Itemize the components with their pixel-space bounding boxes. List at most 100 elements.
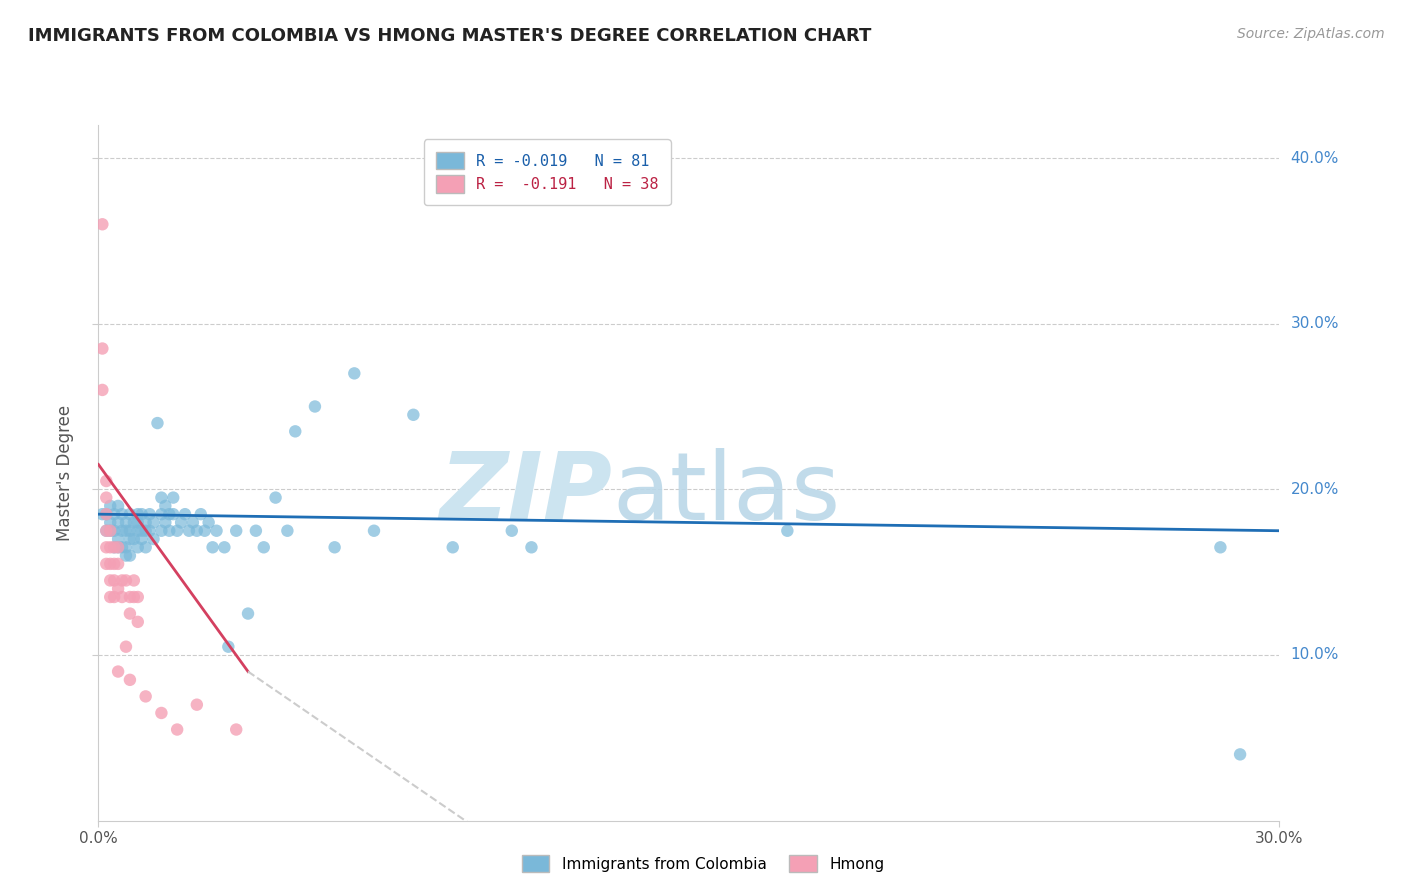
Point: [131, 524, 153, 538]
Point: [103, 574, 125, 588]
Point: [205, 524, 228, 538]
Point: [1209, 541, 1232, 555]
Point: [98, 524, 121, 538]
Point: [98, 499, 121, 513]
Point: [225, 524, 247, 538]
Point: [150, 706, 173, 720]
Point: [225, 723, 247, 737]
Point: [122, 590, 145, 604]
Point: [96, 524, 118, 538]
Point: [166, 524, 188, 538]
Point: [127, 615, 149, 629]
Point: [111, 541, 134, 555]
Point: [155, 499, 177, 513]
Point: [118, 532, 141, 546]
Text: 30.0%: 30.0%: [1291, 316, 1339, 331]
Point: [122, 532, 145, 546]
Point: [118, 549, 141, 563]
Point: [162, 491, 184, 505]
Point: [96, 541, 118, 555]
Point: [201, 541, 224, 555]
Point: [402, 408, 425, 422]
Point: [170, 516, 193, 530]
Point: [194, 524, 217, 538]
Point: [217, 640, 239, 654]
Point: [323, 541, 346, 555]
Point: [111, 574, 134, 588]
Text: 20.0%: 20.0%: [1291, 482, 1339, 497]
Point: [107, 499, 129, 513]
Point: [162, 507, 184, 521]
Point: [98, 524, 121, 538]
Point: [103, 524, 125, 538]
Point: [103, 541, 125, 555]
Text: ZIP: ZIP: [439, 448, 612, 540]
Point: [127, 516, 149, 530]
Point: [103, 541, 125, 555]
Point: [174, 507, 197, 521]
Point: [96, 524, 118, 538]
Point: [253, 541, 276, 555]
Point: [115, 541, 138, 555]
Point: [150, 491, 173, 505]
Point: [186, 524, 208, 538]
Point: [245, 524, 267, 538]
Text: IMMIGRANTS FROM COLOMBIA VS HMONG MASTER'S DEGREE CORRELATION CHART: IMMIGRANTS FROM COLOMBIA VS HMONG MASTER…: [28, 27, 872, 45]
Point: [107, 532, 129, 546]
Point: [135, 524, 157, 538]
Point: [181, 516, 204, 530]
Text: 40.0%: 40.0%: [1291, 151, 1339, 166]
Point: [98, 574, 121, 588]
Point: [155, 516, 177, 530]
Point: [91, 217, 114, 231]
Point: [1229, 747, 1251, 762]
Point: [138, 507, 160, 521]
Point: [96, 507, 118, 521]
Point: [190, 507, 212, 521]
Point: [276, 524, 298, 538]
Point: [91, 342, 114, 356]
Point: [91, 507, 114, 521]
Point: [115, 516, 138, 530]
Point: [111, 590, 134, 604]
Point: [107, 665, 129, 679]
Point: [122, 574, 145, 588]
Legend: Immigrants from Colombia, Hmong: Immigrants from Colombia, Hmong: [515, 847, 891, 880]
Point: [146, 416, 169, 430]
Point: [107, 541, 129, 555]
Point: [214, 541, 236, 555]
Point: [107, 582, 129, 596]
Point: [127, 590, 149, 604]
Point: [122, 516, 145, 530]
Text: Source: ZipAtlas.com: Source: ZipAtlas.com: [1237, 27, 1385, 41]
Point: [520, 541, 543, 555]
Point: [138, 524, 160, 538]
Point: [135, 541, 157, 555]
Text: atlas: atlas: [612, 448, 841, 540]
Point: [103, 590, 125, 604]
Point: [118, 507, 141, 521]
Point: [118, 590, 141, 604]
Point: [501, 524, 523, 538]
Point: [127, 541, 149, 555]
Point: [343, 367, 366, 381]
Point: [284, 425, 307, 439]
Point: [150, 507, 173, 521]
Point: [96, 491, 118, 505]
Point: [96, 507, 118, 521]
Point: [107, 516, 129, 530]
Point: [131, 532, 153, 546]
Point: [98, 516, 121, 530]
Point: [177, 524, 200, 538]
Legend: R = -0.019   N = 81, R =  -0.191   N = 38: R = -0.019 N = 81, R = -0.191 N = 38: [423, 139, 671, 205]
Point: [111, 507, 134, 521]
Point: [107, 541, 129, 555]
Point: [115, 549, 138, 563]
Point: [127, 524, 149, 538]
Point: [98, 541, 121, 555]
Point: [98, 590, 121, 604]
Point: [166, 723, 188, 737]
Point: [135, 516, 157, 530]
Point: [236, 607, 259, 621]
Point: [115, 524, 138, 538]
